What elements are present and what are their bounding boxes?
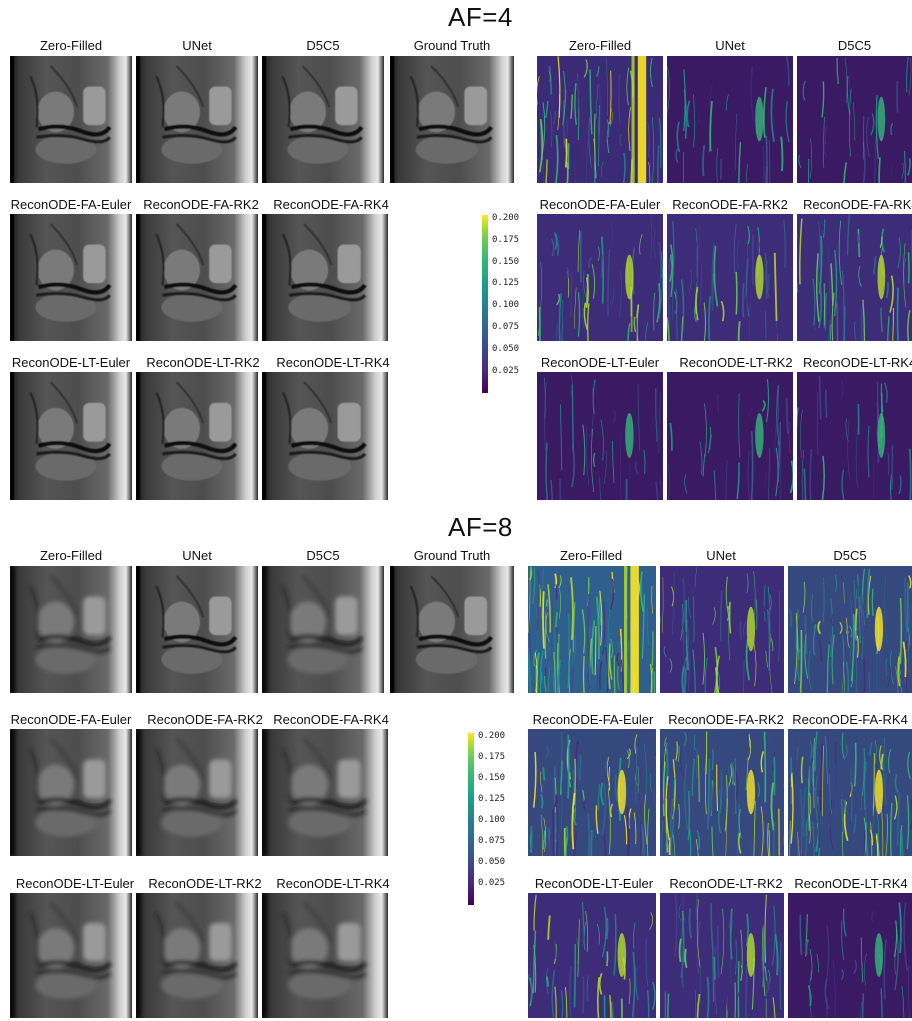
mri-af8-unet xyxy=(136,566,258,693)
mri-af8-d5c5 xyxy=(262,566,384,693)
colorbar-af4-tick: 0.050 xyxy=(492,344,520,354)
colorbar-af4-tick: 0.200 xyxy=(492,213,520,223)
colorbar-af8-tick: 0.025 xyxy=(478,878,506,888)
colorbar-af4-tick: 0.100 xyxy=(492,300,520,310)
colorbar-af4-tick: 0.025 xyxy=(492,366,520,376)
colorbar-af8-tick: 0.125 xyxy=(478,794,506,804)
colorbar-af4-tick: 0.150 xyxy=(492,257,520,267)
colorbar-af4-tick: 0.175 xyxy=(492,235,520,245)
error-map-af8-d5c5 xyxy=(788,566,912,693)
mri-af8-lt-euler xyxy=(10,893,132,1018)
error-map-af8-lt-euler xyxy=(528,893,656,1018)
mri-af4-fa-euler xyxy=(10,214,132,341)
mri-af8-lt-rk4 xyxy=(262,893,388,1018)
error-map-af8-lt-rk4 xyxy=(788,893,912,1018)
error-map-af4-zero-filled xyxy=(537,56,663,183)
label-af8-mri-fa-euler: ReconODE-FA-Euler xyxy=(10,712,132,727)
label-af4-mri-fa-rk4: ReconODE-FA-RK4 xyxy=(273,197,389,212)
error-map-af8-zero-filled xyxy=(528,566,656,693)
error-map-af8-fa-rk4 xyxy=(788,729,912,856)
mri-af4-lt-euler xyxy=(10,372,132,500)
label-af8-mri-lt-rk4: ReconODE-LT-RK4 xyxy=(276,876,390,891)
colorbar-af8-tick: 0.150 xyxy=(478,773,506,783)
label-af8-err-fa-rk2: ReconODE-FA-RK2 xyxy=(668,712,784,727)
label-af4-err-lt-euler: ReconODE-LT-Euler xyxy=(540,355,660,370)
label-af4-err-fa-rk2: ReconODE-FA-RK2 xyxy=(672,197,788,212)
colorbar-af8-tick: 0.100 xyxy=(478,815,506,825)
colorbar-af4: 0.200 0.175 0.150 0.125 0.100 0.075 0.05… xyxy=(482,213,532,393)
label-af4-mri-d5c5: D5C5 xyxy=(306,38,340,53)
mri-af4-lt-rk2 xyxy=(136,372,258,500)
mri-af8-fa-euler xyxy=(10,729,132,856)
mri-af4-ground-truth xyxy=(390,56,514,183)
label-af8-mri-unet: UNet xyxy=(182,548,212,563)
colorbar-af8: 0.200 0.175 0.150 0.125 0.100 0.075 0.05… xyxy=(468,731,518,905)
colorbar-af4-tick: 0.125 xyxy=(492,278,520,288)
label-af8-mri-fa-rk2: ReconODE-FA-RK2 xyxy=(147,712,263,727)
mri-af4-unet xyxy=(136,56,258,183)
mri-af8-zero-filled xyxy=(10,566,132,693)
colorbar-af8-tick: 0.050 xyxy=(478,857,506,867)
error-map-af4-unet xyxy=(667,56,793,183)
mri-af4-fa-rk4 xyxy=(262,214,388,341)
mri-af4-d5c5 xyxy=(262,56,384,183)
label-af4-err-fa-euler: ReconODE-FA-Euler xyxy=(539,197,661,212)
colorbar-af8-tick: 0.075 xyxy=(478,836,506,846)
label-af8-mri-fa-rk4: ReconODE-FA-RK4 xyxy=(273,712,389,727)
label-af4-mri-lt-rk4: ReconODE-LT-RK4 xyxy=(276,355,390,370)
label-af8-err-fa-euler: ReconODE-FA-Euler xyxy=(532,712,654,727)
label-af4-err-d5c5: D5C5 xyxy=(837,38,872,53)
label-af4-mri-unet: UNet xyxy=(182,38,212,53)
mri-af4-lt-rk4 xyxy=(262,372,388,500)
colorbar-af8-tick: 0.175 xyxy=(478,752,506,762)
mri-af4-fa-rk2 xyxy=(136,214,258,341)
error-map-af4-lt-euler xyxy=(537,372,663,500)
label-af8-mri-d5c5: D5C5 xyxy=(306,548,340,563)
label-af8-err-d5c5: D5C5 xyxy=(833,548,867,563)
label-af8-err-fa-rk4: ReconODE-FA-RK4 xyxy=(792,712,908,727)
section-title-af8: AF=8 xyxy=(448,512,513,542)
colorbar-af4-gradient xyxy=(482,215,488,393)
label-af8-err-unet: UNet xyxy=(706,548,736,563)
label-af4-err-lt-rk2: ReconODE-LT-RK2 xyxy=(679,355,793,370)
colorbar-af4-tick: 0.075 xyxy=(492,322,520,332)
error-map-af4-fa-euler xyxy=(537,214,663,341)
error-map-af4-d5c5 xyxy=(797,56,912,183)
colorbar-af8-gradient xyxy=(468,733,474,905)
label-af4-mri-zero-filled: Zero-Filled xyxy=(39,38,103,53)
label-af8-mri-zero-filled: Zero-Filled xyxy=(39,548,103,563)
mri-af8-fa-rk2 xyxy=(136,729,258,856)
label-af4-mri-fa-euler: ReconODE-FA-Euler xyxy=(10,197,132,212)
label-af4-err-lt-rk4: ReconODE-LT-RK4 xyxy=(803,355,912,370)
label-af8-mri-lt-euler: ReconODE-LT-Euler xyxy=(15,876,135,891)
error-map-af4-lt-rk2 xyxy=(667,372,793,500)
error-map-af8-lt-rk2 xyxy=(660,893,784,1018)
label-af4-err-zero-filled: Zero-Filled xyxy=(568,38,632,53)
mri-af8-ground-truth xyxy=(390,566,514,693)
error-map-af8-fa-rk2 xyxy=(660,729,784,856)
label-af8-err-lt-euler: ReconODE-LT-Euler xyxy=(534,876,654,891)
label-af8-err-lt-rk2: ReconODE-LT-RK2 xyxy=(669,876,783,891)
error-map-af4-lt-rk4 xyxy=(797,372,912,500)
label-af4-err-fa-rk4: ReconODE-FA-RK4 xyxy=(803,197,912,212)
label-af4-mri-lt-rk2: ReconODE-LT-RK2 xyxy=(146,355,260,370)
mri-af8-lt-rk2 xyxy=(136,893,258,1018)
label-af8-err-zero-filled: Zero-Filled xyxy=(559,548,623,563)
section-title-af4: AF=4 xyxy=(448,2,513,32)
mri-af4-zero-filled xyxy=(10,56,132,183)
error-map-af4-fa-rk2 xyxy=(667,214,793,341)
label-af4-mri-fa-rk2: ReconODE-FA-RK2 xyxy=(143,197,259,212)
label-af4-mri-lt-euler: ReconODE-LT-Euler xyxy=(11,355,131,370)
label-af8-err-lt-rk4: ReconODE-LT-RK4 xyxy=(794,876,908,891)
label-af8-mri-ground-truth: Ground Truth xyxy=(413,548,491,563)
mri-af8-fa-rk4 xyxy=(262,729,388,856)
error-map-af8-unet xyxy=(660,566,784,693)
label-af4-mri-ground-truth: Ground Truth xyxy=(413,38,491,53)
label-af4-err-unet: UNet xyxy=(715,38,745,53)
error-map-af4-fa-rk4 xyxy=(797,214,912,341)
error-map-af8-fa-euler xyxy=(528,729,656,856)
colorbar-af8-tick: 0.200 xyxy=(478,731,506,741)
label-af8-mri-lt-rk2: ReconODE-LT-RK2 xyxy=(148,876,262,891)
